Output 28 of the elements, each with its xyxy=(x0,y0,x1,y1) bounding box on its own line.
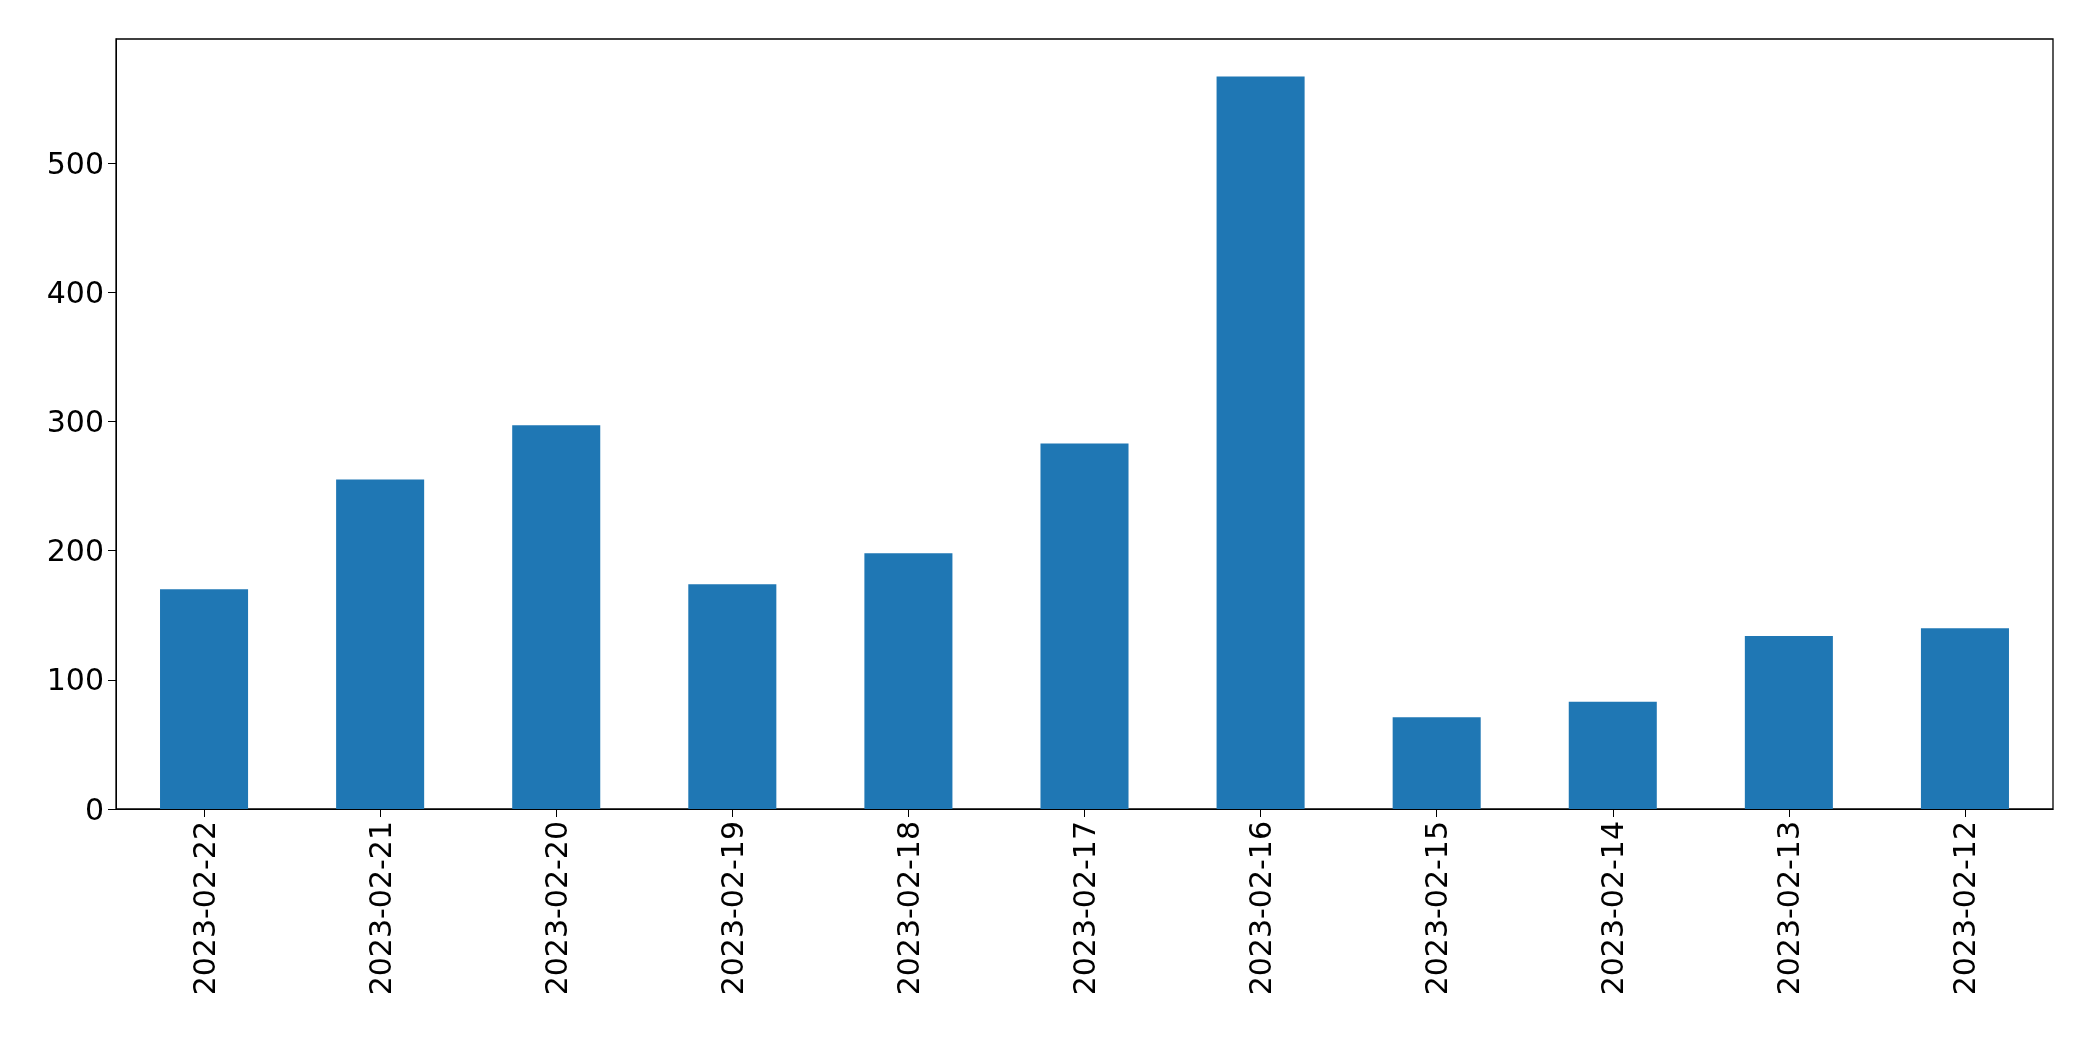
y-tick-label: 100 xyxy=(46,662,104,698)
y-tick-label: 400 xyxy=(46,274,104,310)
x-tick-label: 2023-02-13 xyxy=(1771,821,1807,996)
bar xyxy=(336,479,425,809)
bar xyxy=(864,553,953,809)
x-tick-label: 2023-02-12 xyxy=(1947,821,1983,996)
x-tick-label: 2023-02-20 xyxy=(538,821,574,996)
y-tick-label: 0 xyxy=(84,791,104,827)
bar xyxy=(1392,717,1481,809)
x-tick-label: 2023-02-21 xyxy=(362,821,398,996)
x-tick-label: 2023-02-16 xyxy=(1243,821,1279,996)
y-tick-label: 200 xyxy=(46,533,104,569)
x-tick-label: 2023-02-22 xyxy=(186,821,222,996)
x-tick-label: 2023-02-15 xyxy=(1419,821,1455,996)
x-tick-label: 2023-02-17 xyxy=(1067,821,1102,996)
bar xyxy=(160,589,249,809)
bar xyxy=(1920,628,2009,809)
x-tick-label: 2023-02-18 xyxy=(890,821,926,996)
x-tick-label: 2023-02-19 xyxy=(714,821,750,996)
bar xyxy=(512,425,601,809)
y-tick-label: 500 xyxy=(46,145,104,181)
x-tick-label: 2023-02-14 xyxy=(1595,821,1631,996)
bar xyxy=(1216,76,1305,809)
bar xyxy=(1744,635,1833,809)
bar xyxy=(1568,701,1657,809)
bar xyxy=(1040,443,1129,809)
bar xyxy=(688,584,777,809)
y-tick-label: 300 xyxy=(46,403,104,439)
